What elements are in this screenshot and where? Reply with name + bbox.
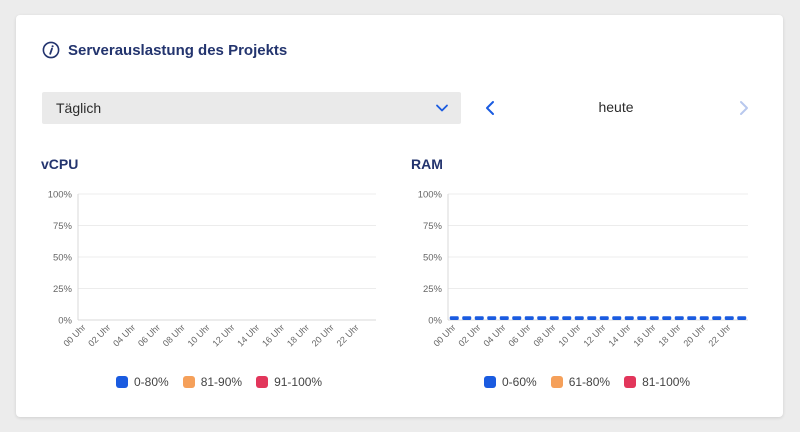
card-header: Serverauslastung des Projekts (42, 39, 287, 61)
bar (449, 316, 459, 320)
x-tick-label: 18 Uhr (285, 322, 311, 348)
legend-swatch (550, 376, 563, 388)
bar (524, 316, 534, 320)
legend-label: 0-60% (502, 375, 537, 389)
x-tick-label: 04 Uhr (111, 322, 137, 348)
previous-day-button[interactable] (480, 98, 500, 118)
x-tick-label: 20 Uhr (310, 322, 336, 348)
bar (487, 316, 497, 320)
x-tick-label: 06 Uhr (506, 322, 532, 348)
legend-label: 81-100% (642, 375, 691, 389)
x-tick-label: 22 Uhr (706, 322, 732, 348)
legend-item[interactable]: 81-100% (624, 375, 690, 389)
date-label: heute (598, 99, 634, 115)
x-tick-label: 18 Uhr (656, 322, 682, 348)
legend-label: 61-80% (568, 375, 611, 389)
chevron-down-icon (436, 104, 448, 112)
bar (612, 316, 622, 320)
server-usage-card: Serverauslastung des Projekts Täglich he… (16, 15, 783, 417)
legend-label: 0-80% (134, 375, 169, 389)
chevron-left-icon (486, 101, 494, 115)
x-tick-label: 10 Uhr (186, 322, 212, 348)
legend-item[interactable]: 81-90% (182, 375, 243, 389)
period-select-value: Täglich (56, 100, 102, 116)
x-tick-label: 12 Uhr (210, 322, 236, 348)
x-tick-label: 02 Uhr (86, 322, 112, 348)
bar (587, 316, 597, 320)
legend-swatch (116, 376, 128, 388)
legend-swatch (182, 376, 195, 388)
x-tick-label: 14 Uhr (606, 322, 632, 348)
legend-swatch (484, 376, 496, 388)
x-tick-label: 08 Uhr (161, 322, 187, 348)
x-tick-label: 06 Uhr (136, 322, 162, 348)
legend-item[interactable]: 0-60% (484, 375, 537, 389)
bar (712, 316, 722, 320)
bar (474, 316, 484, 320)
chevron-right-icon (740, 101, 748, 115)
period-select[interactable]: Täglich (42, 92, 461, 124)
x-tick-label: 04 Uhr (481, 322, 507, 348)
bar (637, 316, 647, 320)
x-tick-label: 16 Uhr (631, 322, 657, 348)
bar (574, 316, 584, 320)
bar (674, 316, 684, 320)
x-tick-label: 08 Uhr (531, 322, 557, 348)
card-title: Serverauslastung des Projekts (68, 41, 288, 59)
bar (699, 316, 709, 320)
legend-swatch (256, 376, 269, 388)
x-tick-label: 12 Uhr (581, 322, 607, 348)
info-icon (42, 41, 60, 59)
bar (624, 316, 634, 320)
bar (724, 316, 734, 320)
y-tick-label: 50% (423, 253, 443, 264)
bar (737, 316, 747, 320)
ram-chart-title: RAM (411, 156, 443, 172)
x-tick-label: 16 Uhr (260, 322, 286, 348)
y-tick-label: 0% (428, 316, 442, 327)
legend-item[interactable]: 91-100% (256, 375, 322, 389)
vcpu-legend: 0-80% 81-90% 91-100% (116, 375, 322, 389)
legend-swatch (624, 376, 637, 388)
legend-label: 81-90% (200, 375, 243, 389)
y-tick-label: 100% (48, 190, 73, 201)
legend-label: 91-100% (274, 375, 323, 389)
ram-legend: 0-60% 61-80% 81-100% (484, 375, 690, 389)
bar (599, 316, 609, 320)
vcpu-chart-title: vCPU (41, 156, 79, 172)
y-tick-label: 0% (58, 316, 72, 327)
y-tick-label: 75% (423, 221, 443, 232)
y-tick-label: 75% (53, 221, 73, 232)
x-tick-label: 14 Uhr (235, 322, 261, 348)
bar (687, 316, 697, 320)
y-tick-label: 25% (423, 284, 443, 295)
bar (512, 316, 522, 320)
y-tick-label: 50% (53, 253, 73, 264)
x-tick-label: 20 Uhr (681, 322, 707, 348)
x-tick-label: 22 Uhr (335, 322, 361, 348)
next-day-button[interactable] (734, 98, 754, 118)
x-tick-label: 02 Uhr (456, 322, 482, 348)
bar (537, 316, 547, 320)
bar (462, 316, 472, 320)
bar (549, 316, 559, 320)
bar (649, 316, 659, 320)
legend-item[interactable]: 61-80% (550, 375, 611, 389)
legend-item[interactable]: 0-80% (116, 375, 169, 389)
bar (499, 316, 509, 320)
y-tick-label: 100% (418, 190, 443, 201)
x-tick-label: 10 Uhr (556, 322, 582, 348)
bar (662, 316, 672, 320)
bar (562, 316, 572, 320)
y-tick-label: 25% (53, 284, 73, 295)
